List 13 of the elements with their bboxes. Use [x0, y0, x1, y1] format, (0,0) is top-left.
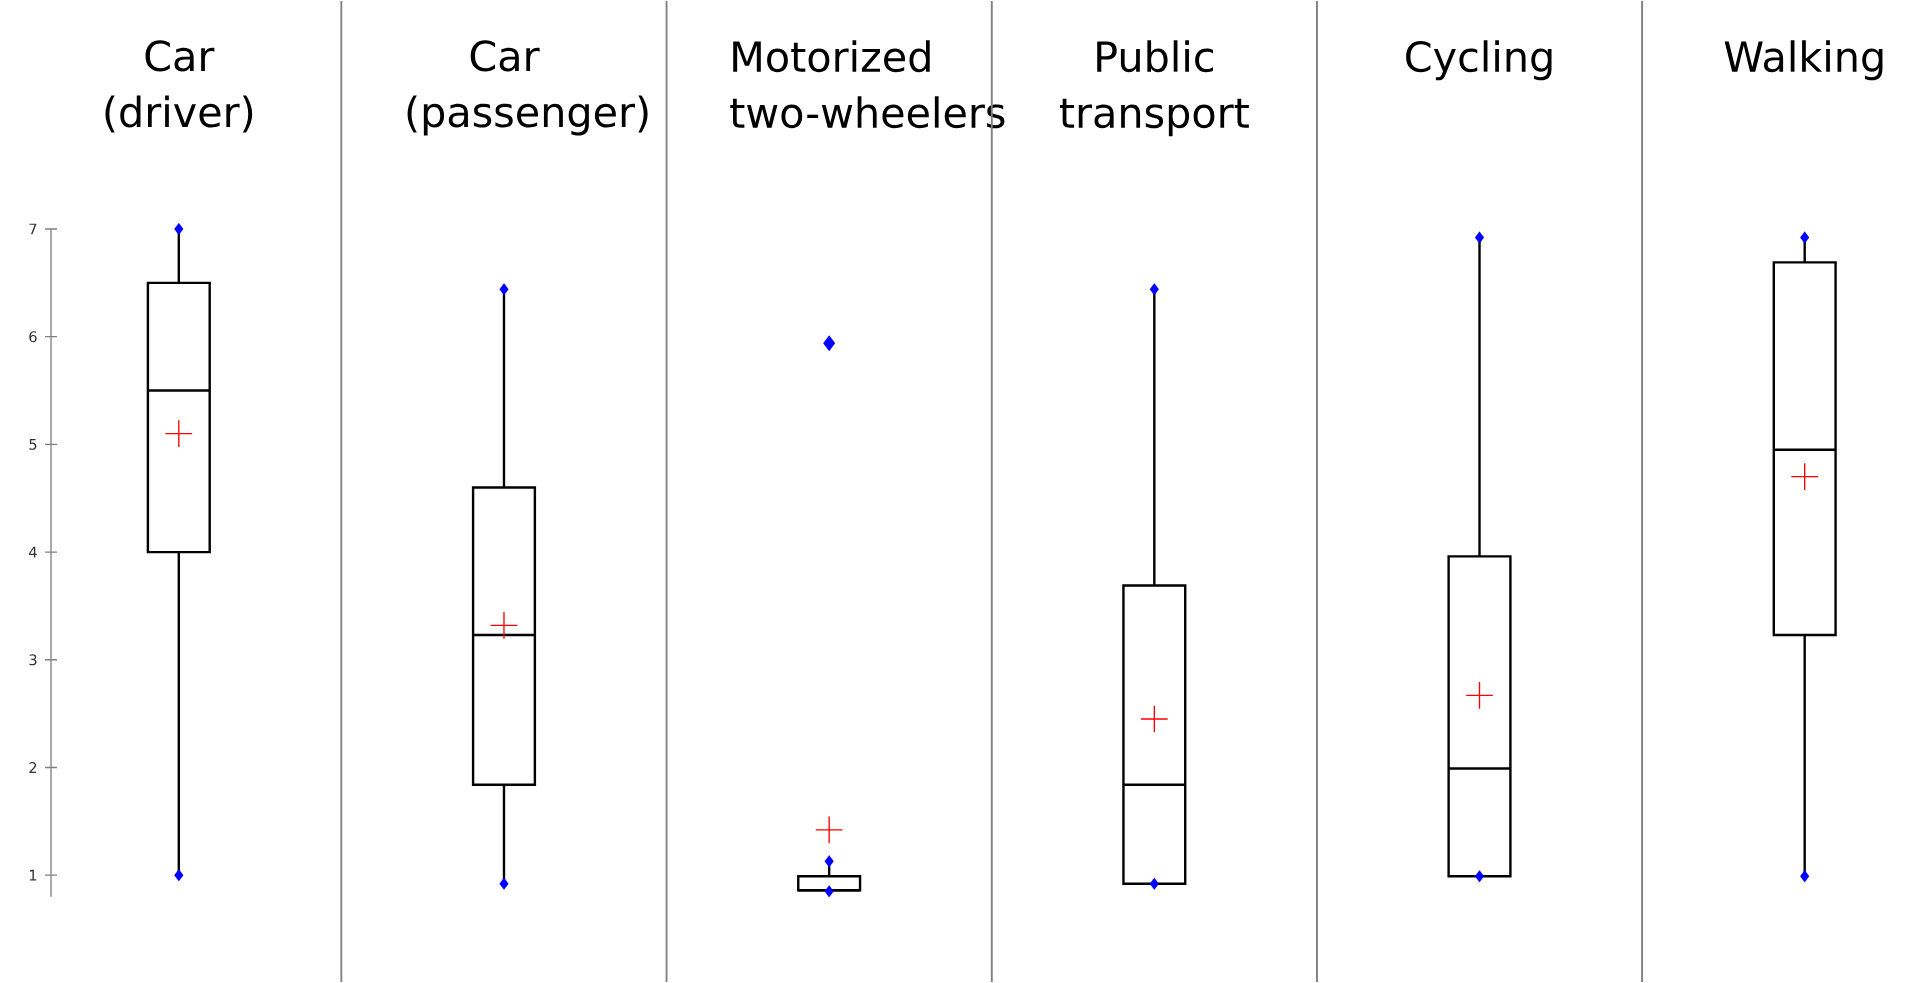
x-tick-label: Public transport — [1059, 40, 1249, 137]
x-tick-label: Walking — [1724, 40, 1883, 81]
y-tick-label: 4 — [29, 546, 37, 558]
x-tick-label: Motorized two-wheelers — [730, 40, 1005, 129]
y-tick-label: 1 — [29, 869, 37, 881]
y-tick-label: 6 — [29, 331, 37, 343]
x-tick-label: Car (driver) — [105, 40, 253, 133]
y-tick-label: 2 — [29, 762, 37, 773]
y-tick-label: 7 — [29, 223, 37, 235]
x-tick-label: Cycling — [1406, 40, 1552, 81]
y-tick-label: 5 — [29, 438, 37, 450]
x-tick-label: Car (passenger) — [407, 40, 648, 136]
y-tick-label: 3 — [29, 654, 37, 666]
